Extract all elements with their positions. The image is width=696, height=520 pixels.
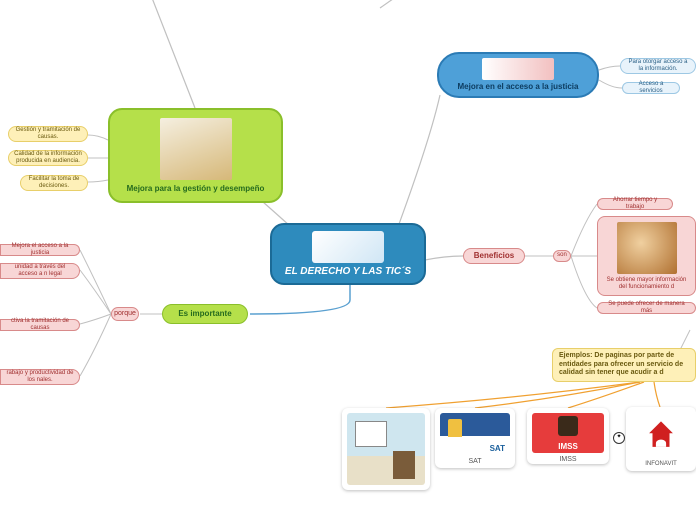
gestion-image [160, 118, 232, 180]
node-porque[interactable]: porque [111, 307, 139, 321]
leaf-i2-label: unidad a través del acceso a n legal [6, 264, 74, 278]
node-beneficios[interactable]: Beneficios [463, 248, 525, 264]
leaf-i1[interactable]: Mejora el acceso a la justicia [0, 244, 80, 256]
leaf-i3-label: ctiva la tramitación de causas [6, 318, 74, 332]
leaf-j1[interactable]: Para otorgar acceso a la información. [620, 58, 696, 74]
card-sat-image: SAT [440, 413, 510, 455]
leaf-b1[interactable]: Ahorrar tiempo y trabajo [597, 198, 673, 210]
leaf-i2[interactable]: unidad a través del acceso a n legal [0, 263, 80, 279]
center-image [312, 231, 384, 263]
leaf-b3-label: Se puede ofrecer de manera más [603, 301, 690, 315]
leaf-g2[interactable]: Calidad de la información producida en a… [8, 150, 88, 166]
card-imss[interactable]: IMSS IMSS [527, 408, 609, 464]
justicia-label: Mejora en el acceso a la justicia [458, 82, 579, 92]
leaf-g3[interactable]: Facilitar la toma de decisiones. [20, 175, 88, 191]
leaf-b2-image [617, 222, 677, 274]
gestion-label: Mejora para la gestión y desempeño [127, 184, 265, 194]
importante-label: Es importante [178, 309, 231, 319]
leaf-g3-label: Facilitar la toma de decisiones. [26, 176, 82, 190]
ejemplos-label: Ejemplos: De paginas por parte de entida… [559, 352, 689, 378]
house-icon [644, 418, 678, 452]
leaf-b3[interactable]: Se puede ofrecer de manera más [597, 302, 696, 314]
leaf-g2-label: Calidad de la información producida en a… [14, 151, 82, 165]
card-infonavit[interactable]: INFONAVIT [626, 407, 696, 471]
node-gestion[interactable]: Mejora para la gestión y desempeño [108, 108, 283, 203]
leaf-i4[interactable]: rabajo y productividad de los nales. [0, 369, 80, 385]
card-infonavit-label: INFONAVIT [631, 461, 691, 467]
card-1-image [347, 413, 425, 485]
porque-label: porque [114, 310, 136, 318]
card-infonavit-image [631, 412, 691, 458]
center-title: EL DERECHO Y LAS TIC´S [285, 266, 411, 278]
leaf-g1[interactable]: Gestión y tramitación de causas. [8, 126, 88, 142]
leaf-b1-label: Ahorrar tiempo y trabajo [603, 197, 667, 211]
card-imss-label: IMSS [532, 456, 604, 463]
son-label: son [557, 252, 567, 259]
leaf-b2-label: Se obtiene mayor información del funcion… [603, 277, 690, 291]
card-imss-image: IMSS [532, 413, 604, 453]
leaf-i1-label: Mejora el acceso a la justicia [6, 243, 74, 257]
globe-icon: ✦ [613, 432, 625, 444]
leaf-j2-label: Acceso a servicios [628, 81, 674, 95]
node-son[interactable]: son [553, 250, 571, 262]
leaf-j2[interactable]: Acceso a servicios [622, 82, 680, 94]
node-importante[interactable]: Es importante [162, 304, 248, 324]
card-sat-label: SAT [440, 458, 510, 465]
leaf-g1-label: Gestión y tramitación de causas. [14, 127, 82, 141]
leaf-b2-container[interactable]: Se obtiene mayor información del funcion… [597, 216, 696, 296]
beneficios-label: Beneficios [474, 251, 514, 261]
card-1[interactable] [342, 408, 430, 490]
leaf-j1-label: Para otorgar acceso a la información. [626, 59, 690, 73]
card-sat[interactable]: SAT SAT [435, 408, 515, 468]
node-ejemplos[interactable]: Ejemplos: De paginas por parte de entida… [552, 348, 696, 382]
center-node[interactable]: EL DERECHO Y LAS TIC´S [270, 223, 426, 285]
leaf-i4-label: rabajo y productividad de los nales. [6, 370, 74, 384]
leaf-i3[interactable]: ctiva la tramitación de causas [0, 319, 80, 331]
justicia-image [482, 58, 554, 80]
node-justicia[interactable]: Mejora en el acceso a la justicia [437, 52, 599, 98]
